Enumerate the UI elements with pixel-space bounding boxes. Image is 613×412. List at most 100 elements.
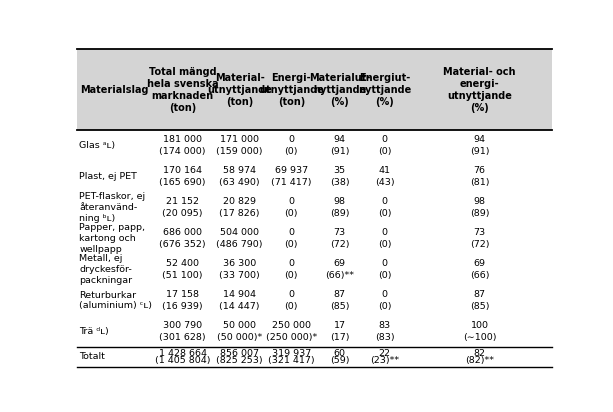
- Text: (0): (0): [378, 209, 392, 218]
- Text: (23)**: (23)**: [370, 356, 399, 365]
- Text: (676 352): (676 352): [159, 240, 206, 249]
- Text: (38): (38): [330, 178, 349, 187]
- Text: (301 628): (301 628): [159, 333, 206, 342]
- Text: 0: 0: [288, 259, 294, 268]
- Text: (43): (43): [375, 178, 395, 187]
- Text: 250 000: 250 000: [272, 321, 311, 330]
- Text: (89): (89): [330, 209, 349, 218]
- Text: (66): (66): [470, 271, 489, 280]
- Text: 69: 69: [333, 259, 346, 268]
- Text: 0: 0: [382, 136, 387, 145]
- Text: 22: 22: [379, 349, 390, 358]
- Text: 35: 35: [333, 166, 346, 176]
- Text: (85): (85): [470, 302, 489, 311]
- Text: (0): (0): [284, 240, 298, 249]
- Text: 504 000: 504 000: [220, 228, 259, 237]
- Text: 686 000: 686 000: [163, 228, 202, 237]
- Text: 41: 41: [379, 166, 390, 176]
- Text: 50 000: 50 000: [223, 321, 256, 330]
- Text: 0: 0: [288, 228, 294, 237]
- Text: (250 000)*: (250 000)*: [265, 333, 317, 342]
- Text: (174 000): (174 000): [159, 147, 206, 156]
- Text: Totalt: Totalt: [80, 352, 105, 361]
- Text: (20 095): (20 095): [162, 209, 203, 218]
- Text: (72): (72): [330, 240, 349, 249]
- Text: (0): (0): [378, 271, 392, 280]
- Text: (16 939): (16 939): [162, 302, 203, 311]
- Text: (0): (0): [378, 147, 392, 156]
- Text: (71 417): (71 417): [271, 178, 311, 187]
- Text: 1 428 664: 1 428 664: [159, 349, 207, 358]
- Text: (17): (17): [330, 333, 349, 342]
- Text: Glas ᵃʟ): Glas ᵃʟ): [80, 141, 116, 150]
- Text: 87: 87: [333, 290, 346, 299]
- Text: 14 904: 14 904: [223, 290, 256, 299]
- Text: 73: 73: [333, 228, 346, 237]
- Text: 0: 0: [288, 136, 294, 145]
- Text: (82)**: (82)**: [465, 356, 494, 365]
- Text: 0: 0: [288, 197, 294, 206]
- Text: (825 253): (825 253): [216, 356, 263, 365]
- Text: 0: 0: [382, 197, 387, 206]
- Text: 58 974: 58 974: [223, 166, 256, 176]
- Text: 300 790: 300 790: [163, 321, 202, 330]
- Text: 98: 98: [333, 197, 346, 206]
- Text: (486 790): (486 790): [216, 240, 263, 249]
- Text: (0): (0): [284, 271, 298, 280]
- Text: 181 000: 181 000: [163, 136, 202, 145]
- Text: 94: 94: [473, 136, 485, 145]
- Text: 100: 100: [471, 321, 489, 330]
- Text: 76: 76: [473, 166, 485, 176]
- Text: 0: 0: [382, 290, 387, 299]
- Text: (59): (59): [330, 356, 349, 365]
- Text: 36 300: 36 300: [223, 259, 256, 268]
- Text: (91): (91): [330, 147, 349, 156]
- Text: 94: 94: [333, 136, 346, 145]
- Text: PET-flaskor, ej
återanvänd-
ning ᵇʟ): PET-flaskor, ej återanvänd- ning ᵇʟ): [80, 192, 146, 223]
- Text: (51 100): (51 100): [162, 271, 203, 280]
- Text: 17: 17: [333, 321, 346, 330]
- Text: 21 152: 21 152: [166, 197, 199, 206]
- Text: 98: 98: [473, 197, 485, 206]
- Text: 856 007: 856 007: [220, 349, 259, 358]
- Text: (33 700): (33 700): [219, 271, 260, 280]
- Text: (∼100): (∼100): [463, 333, 497, 342]
- Text: Energiut-
nyttjande
(%): Energiut- nyttjande (%): [358, 73, 411, 107]
- Text: Material- och
energi-
utnyttjande
(%): Material- och energi- utnyttjande (%): [443, 67, 516, 113]
- Text: (0): (0): [284, 209, 298, 218]
- Text: (50 000)*: (50 000)*: [217, 333, 262, 342]
- Text: 87: 87: [473, 290, 485, 299]
- Text: 69 937: 69 937: [275, 166, 308, 176]
- Text: (17 826): (17 826): [219, 209, 260, 218]
- Text: Returburkar
(aluminium) ᶜʟ): Returburkar (aluminium) ᶜʟ): [80, 291, 153, 311]
- Text: (165 690): (165 690): [159, 178, 206, 187]
- Text: Metall, ej
dryckesför-
packningar: Metall, ej dryckesför- packningar: [80, 254, 132, 285]
- Text: (0): (0): [378, 302, 392, 311]
- Text: 83: 83: [379, 321, 390, 330]
- Text: (63 490): (63 490): [219, 178, 260, 187]
- Text: 171 000: 171 000: [220, 136, 259, 145]
- Text: Papper, papp,
kartong och
wellpapp: Papper, papp, kartong och wellpapp: [80, 223, 145, 254]
- Text: 0: 0: [382, 259, 387, 268]
- Text: Energi-
utnyttjande
(ton): Energi- utnyttjande (ton): [259, 73, 324, 107]
- Text: 170 164: 170 164: [163, 166, 202, 176]
- Text: 52 400: 52 400: [166, 259, 199, 268]
- Text: 82: 82: [473, 349, 485, 358]
- Text: (1 405 804): (1 405 804): [155, 356, 210, 365]
- Text: Plast, ej PET: Plast, ej PET: [80, 172, 137, 181]
- Text: (0): (0): [284, 302, 298, 311]
- Bar: [77, 49, 552, 130]
- Text: Trä ᵈʟ): Trä ᵈʟ): [80, 327, 109, 336]
- Text: (89): (89): [470, 209, 489, 218]
- Text: 69: 69: [473, 259, 485, 268]
- Text: 0: 0: [382, 228, 387, 237]
- Text: Total mängd
hela svenska
marknaden
(ton): Total mängd hela svenska marknaden (ton): [147, 67, 218, 113]
- Text: (72): (72): [470, 240, 489, 249]
- Text: (0): (0): [284, 147, 298, 156]
- Text: (321 417): (321 417): [268, 356, 314, 365]
- Text: 20 829: 20 829: [223, 197, 256, 206]
- Text: (81): (81): [470, 178, 489, 187]
- Text: (159 000): (159 000): [216, 147, 263, 156]
- Text: (91): (91): [470, 147, 489, 156]
- Text: (85): (85): [330, 302, 349, 311]
